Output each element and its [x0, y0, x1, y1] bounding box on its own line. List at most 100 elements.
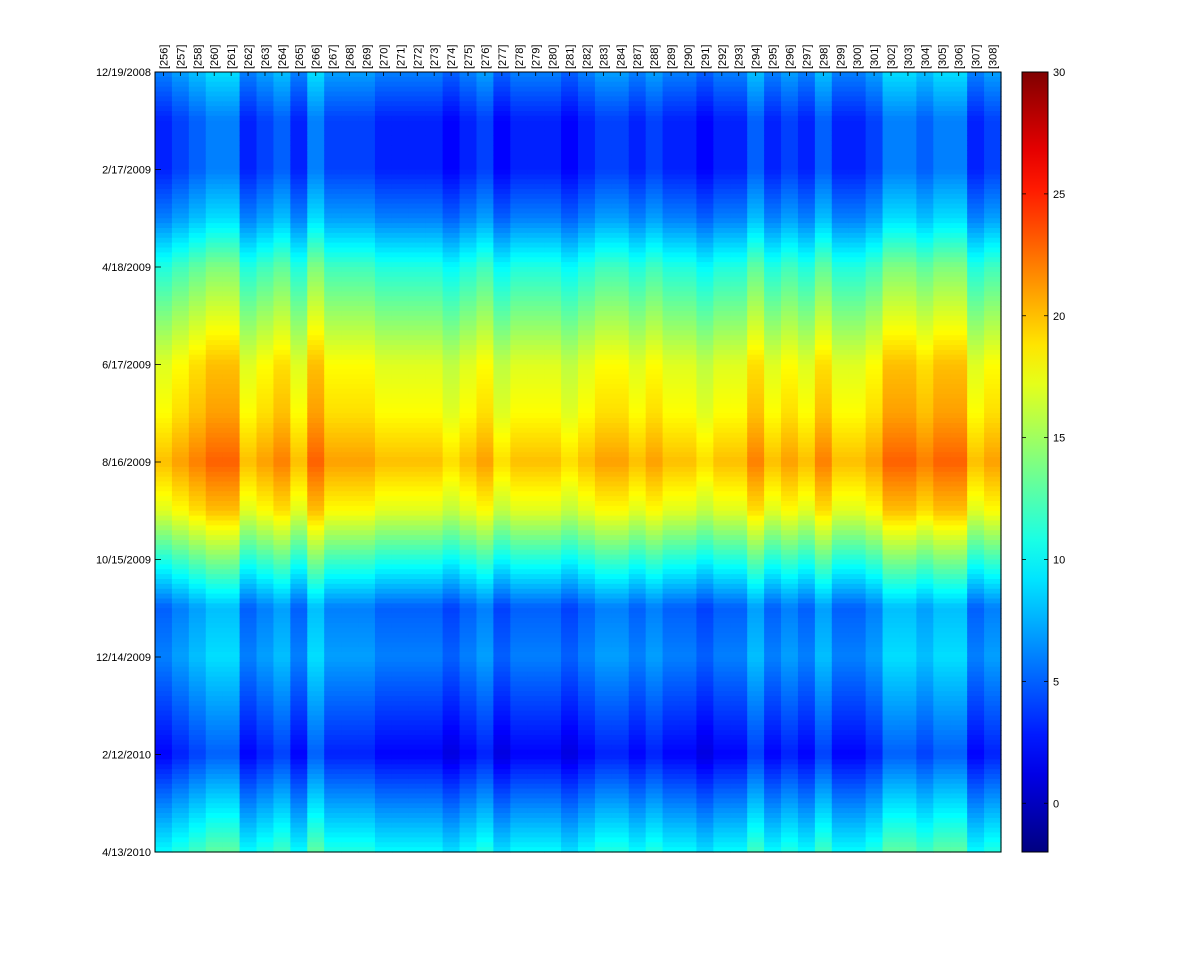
heatmap-cell — [561, 783, 579, 790]
heatmap-cell — [493, 749, 511, 756]
heatmap-cell — [510, 379, 528, 385]
heatmap-cell — [662, 769, 681, 775]
heatmap-cell — [493, 427, 511, 434]
heatmap-cell — [645, 247, 664, 253]
heatmap-cell — [578, 696, 596, 702]
heatmap-cell — [290, 203, 308, 210]
heatmap-cell — [324, 198, 342, 205]
heatmap-cell — [594, 432, 613, 439]
heatmap-cell — [374, 384, 393, 390]
heatmap-cell — [493, 208, 511, 214]
heatmap-cell — [239, 593, 258, 600]
heatmap-cell — [476, 569, 494, 575]
heatmap-cell — [408, 501, 427, 507]
heatmap-cell — [256, 125, 275, 132]
heatmap-cell — [662, 725, 681, 731]
heatmap-cell — [205, 208, 224, 214]
heatmap-cell — [578, 622, 596, 629]
heatmap-cell — [628, 296, 647, 302]
heatmap-cell — [188, 832, 207, 838]
heatmap-cell — [662, 666, 681, 673]
heatmap-cell — [222, 432, 241, 439]
heatmap-cell — [374, 310, 393, 317]
heatmap-cell — [290, 242, 308, 249]
heatmap-cell — [273, 515, 291, 522]
heatmap-cell — [256, 164, 275, 171]
heatmap-cell — [324, 345, 342, 351]
heatmap-cell — [510, 184, 528, 190]
heatmap-cell — [290, 720, 308, 726]
heatmap-cell — [493, 466, 511, 473]
heatmap-cell — [645, 471, 664, 478]
heatmap-cell — [256, 574, 275, 580]
heatmap-cell — [459, 271, 478, 278]
heatmap-cell — [628, 569, 647, 575]
heatmap-cell — [594, 754, 613, 760]
heatmap-cell — [239, 822, 258, 829]
heatmap-cell — [662, 700, 681, 707]
heatmap-cell — [408, 349, 427, 356]
heatmap-cell — [611, 588, 630, 595]
heatmap-cell — [171, 476, 190, 483]
heatmap-cell — [324, 232, 342, 239]
heatmap-cell — [510, 627, 528, 634]
heatmap-cell — [442, 691, 461, 697]
heatmap-cell — [358, 427, 376, 434]
heatmap-cell — [239, 374, 258, 380]
heatmap-cell — [594, 647, 613, 653]
heatmap-cell — [155, 739, 173, 746]
heatmap-cell — [256, 291, 275, 297]
heatmap-cell — [493, 403, 511, 409]
heatmap-cell — [408, 793, 427, 799]
heatmap-cell — [307, 735, 325, 741]
heatmap-cell — [628, 842, 647, 848]
heatmap-cell — [408, 559, 427, 565]
heatmap-cell — [425, 184, 444, 190]
heatmap-cell — [662, 803, 681, 809]
heatmap-cell — [341, 827, 359, 834]
heatmap-cell — [594, 832, 613, 838]
heatmap-cell — [442, 471, 461, 478]
heatmap-cell — [425, 671, 444, 678]
heatmap-cell — [341, 452, 359, 458]
heatmap-cell — [611, 276, 630, 283]
heatmap-cell — [205, 232, 224, 239]
heatmap-cell — [510, 730, 528, 736]
heatmap-cell — [594, 223, 613, 229]
heatmap-cell — [205, 725, 224, 731]
heatmap-cell — [307, 437, 325, 444]
heatmap-cell — [273, 208, 291, 214]
heatmap-cell — [645, 364, 664, 370]
heatmap-cell — [578, 544, 596, 551]
heatmap-cell — [527, 174, 545, 180]
heatmap-cell — [544, 744, 562, 751]
heatmap-cell — [611, 564, 630, 570]
heatmap-cell — [239, 735, 258, 741]
heatmap-cell — [510, 145, 528, 151]
heatmap-cell — [171, 661, 190, 668]
heatmap-cell — [307, 579, 325, 585]
heatmap-cell — [561, 164, 579, 171]
heatmap-cell — [358, 218, 376, 224]
heatmap-cell — [256, 96, 275, 102]
heatmap-cell — [408, 637, 427, 643]
heatmap-cell — [611, 491, 630, 497]
heatmap-cell — [561, 744, 579, 751]
heatmap-cell — [155, 418, 173, 424]
heatmap-cell — [628, 364, 647, 370]
heatmap-cell — [374, 91, 393, 97]
heatmap-cell — [493, 457, 511, 463]
heatmap-cell — [408, 252, 427, 258]
heatmap-cell — [290, 700, 308, 707]
heatmap-cell — [256, 535, 275, 541]
heatmap-cell — [324, 101, 342, 107]
heatmap-cell — [611, 179, 630, 185]
heatmap-cell — [578, 725, 596, 731]
heatmap-cell — [171, 262, 190, 268]
heatmap-cell — [493, 735, 511, 741]
heatmap-cell — [408, 315, 427, 322]
heatmap-cell — [645, 559, 664, 565]
heatmap-cell — [493, 228, 511, 234]
heatmap-cell — [645, 627, 664, 634]
heatmap-cell — [307, 700, 325, 707]
